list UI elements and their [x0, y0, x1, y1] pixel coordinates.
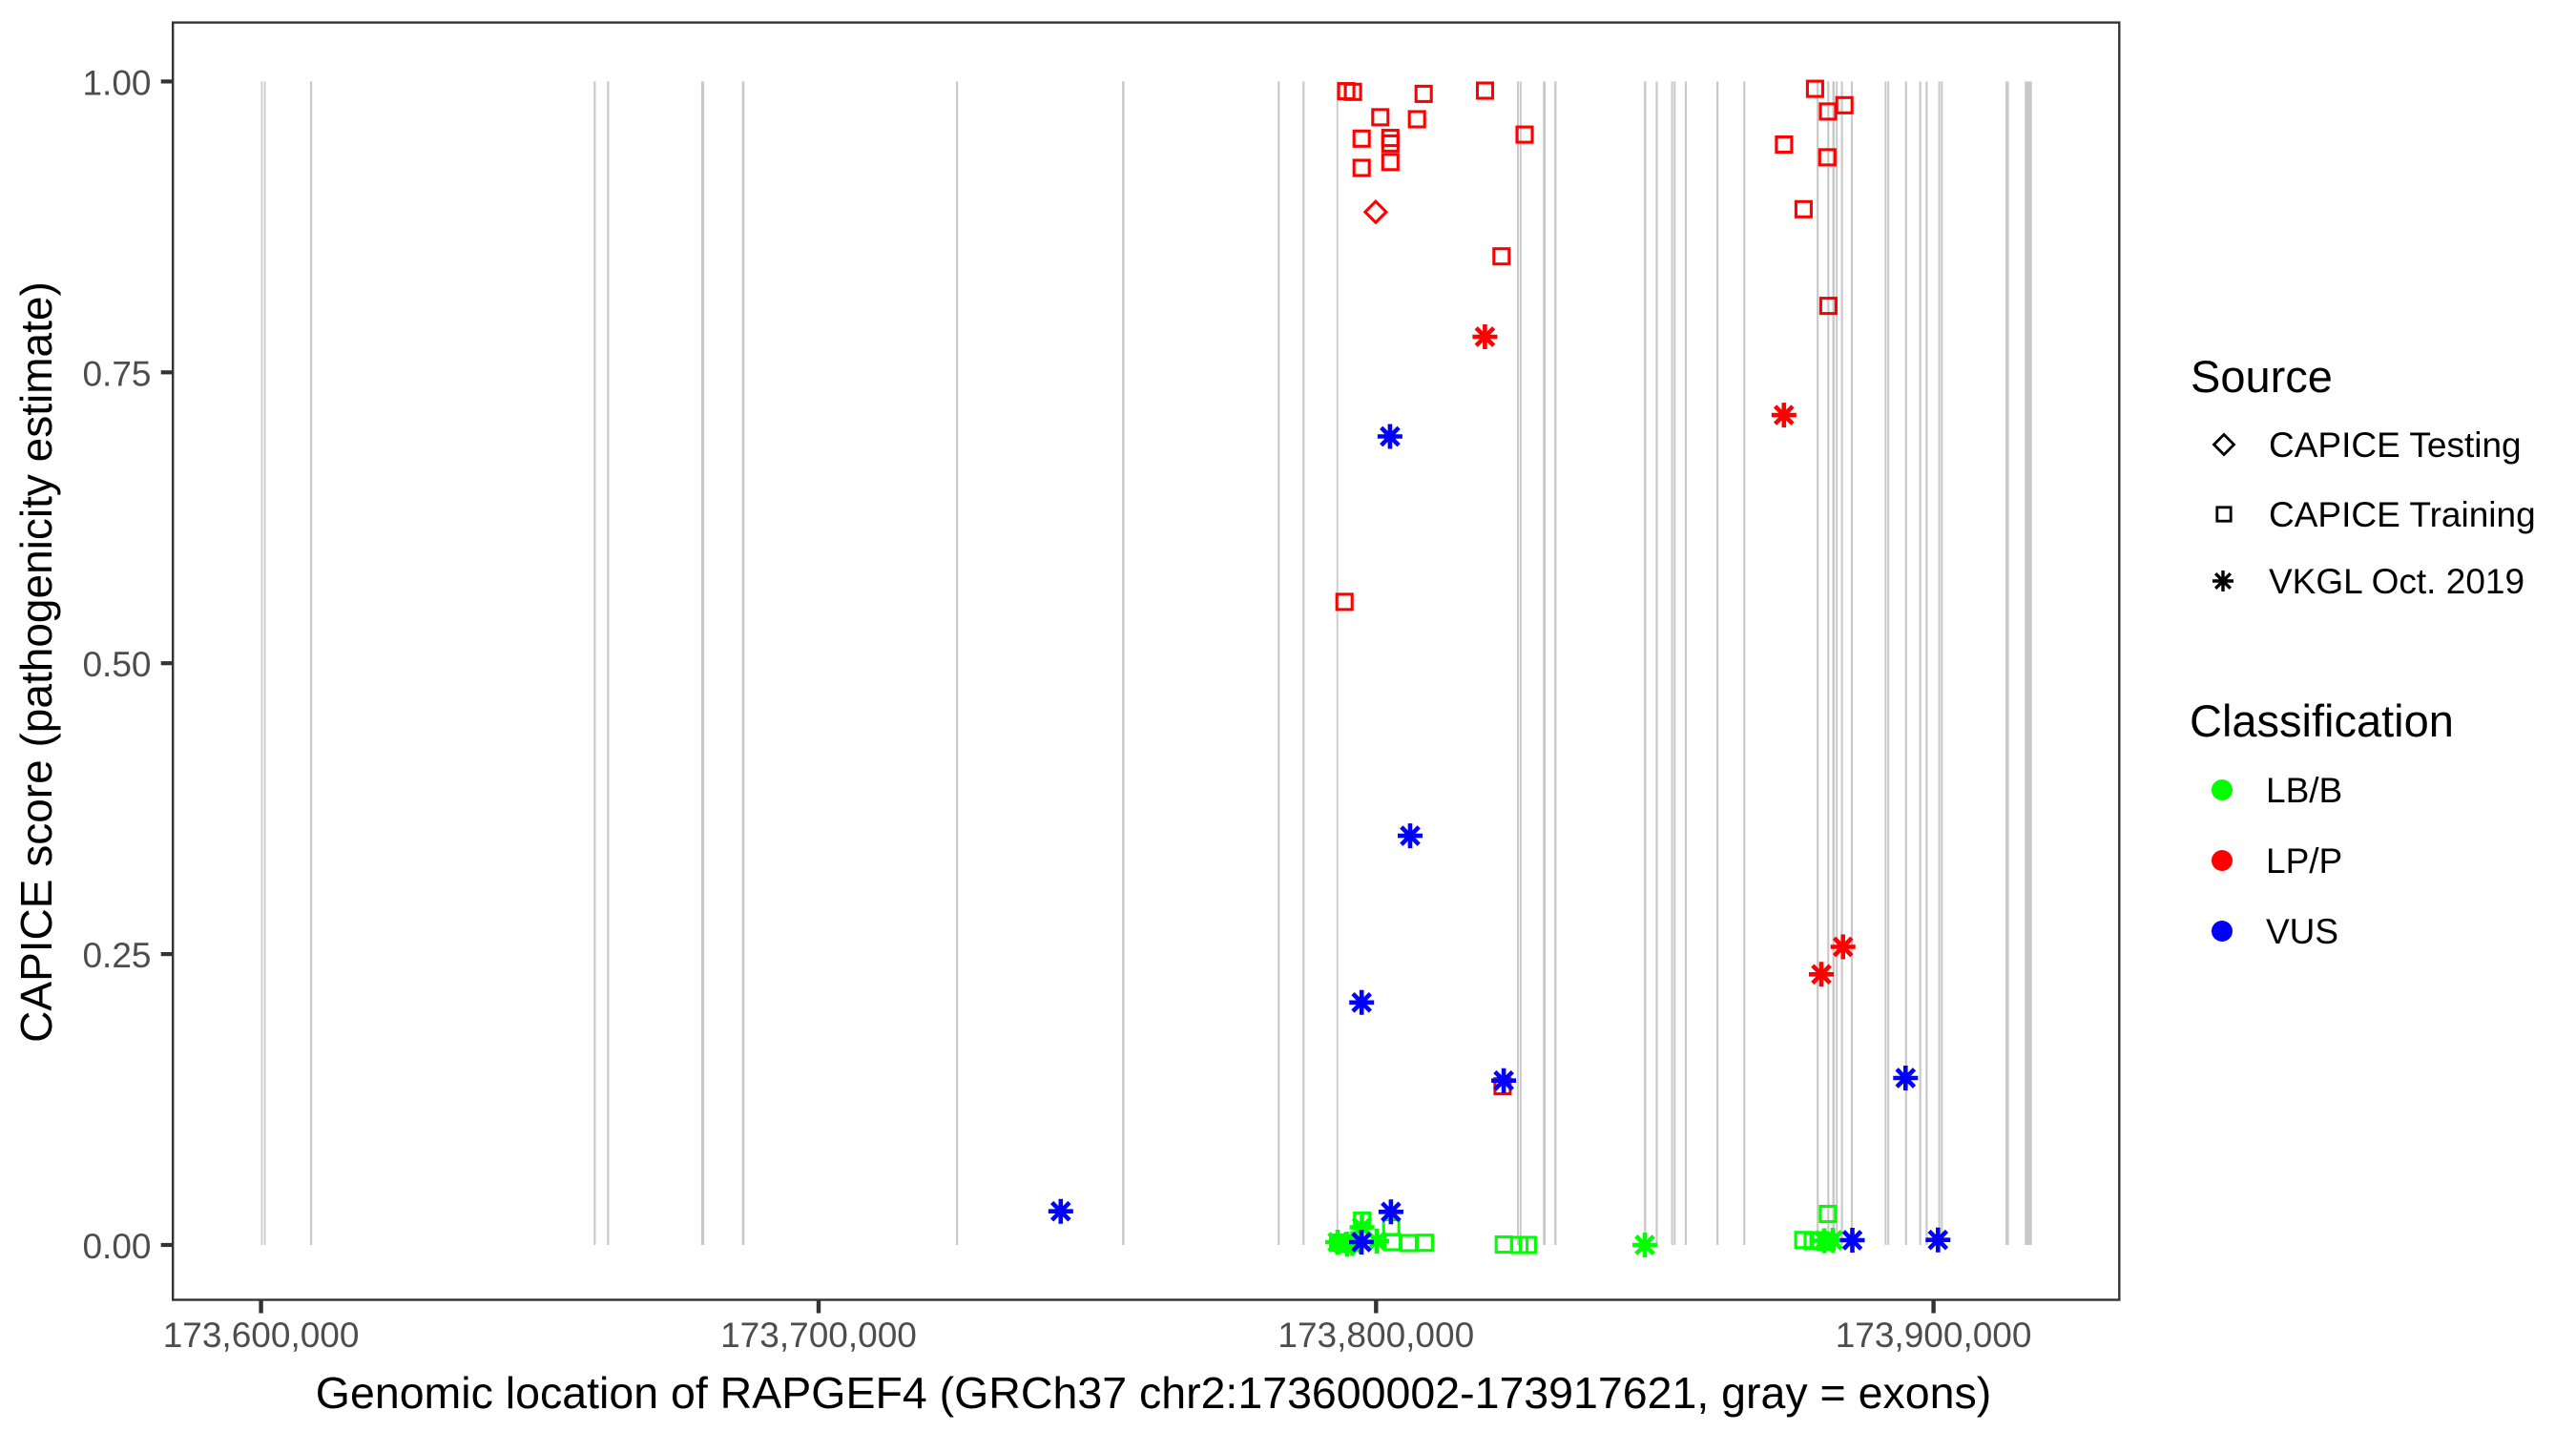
- svg-text:CAPICE Testing: CAPICE Testing: [2269, 425, 2522, 465]
- svg-text:LB/B: LB/B: [2266, 771, 2342, 810]
- svg-text:0.25: 0.25: [82, 936, 151, 975]
- svg-text:173,600,000: 173,600,000: [163, 1316, 360, 1355]
- svg-text:0.00: 0.00: [82, 1227, 151, 1266]
- svg-text:CAPICE score (pathogenicity es: CAPICE score (pathogenicity estimate): [11, 281, 61, 1043]
- svg-text:173,700,000: 173,700,000: [720, 1316, 917, 1355]
- svg-text:Source: Source: [2191, 351, 2333, 402]
- svg-text:VKGL Oct. 2019: VKGL Oct. 2019: [2269, 562, 2524, 601]
- svg-text:0.50: 0.50: [82, 645, 151, 684]
- svg-text:Genomic location of RAPGEF4 (G: Genomic location of RAPGEF4 (GRCh37 chr2…: [316, 1368, 1991, 1418]
- svg-text:173,800,000: 173,800,000: [1278, 1316, 1474, 1355]
- svg-text:VUS: VUS: [2266, 912, 2338, 951]
- svg-text:LP/P: LP/P: [2266, 841, 2342, 881]
- svg-text:0.75: 0.75: [82, 354, 151, 393]
- svg-text:Classification: Classification: [2190, 695, 2454, 746]
- svg-text:173,900,000: 173,900,000: [1836, 1316, 2032, 1355]
- svg-text:CAPICE Training: CAPICE Training: [2269, 495, 2536, 534]
- svg-text:1.00: 1.00: [82, 63, 151, 102]
